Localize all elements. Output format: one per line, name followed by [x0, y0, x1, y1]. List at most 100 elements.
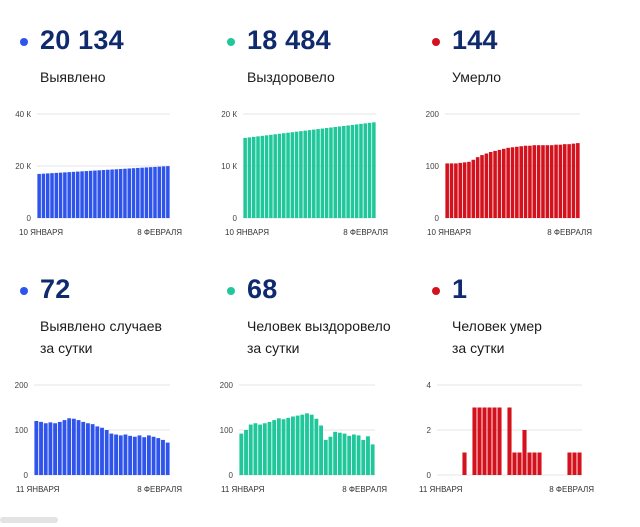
bar: [507, 407, 512, 475]
series-dot-icon: [432, 287, 440, 295]
metric-label-line2: за сутки: [40, 340, 93, 356]
bar: [475, 157, 480, 218]
y-tick-label: 200: [220, 381, 234, 390]
bar: [562, 144, 567, 218]
bar: [146, 435, 151, 475]
bar: [337, 432, 342, 475]
bar: [299, 131, 303, 218]
y-tick-label: 100: [220, 426, 234, 435]
y-tick-label: 40 К: [15, 110, 31, 119]
y-tick-label: 200: [426, 110, 440, 119]
chart-recovered-total: 0 10 К 20 К 10 ЯНВАРЯ 8 ФЕВРАЛЯ: [221, 110, 388, 237]
bar: [101, 170, 106, 218]
bar: [123, 168, 127, 218]
bar: [140, 167, 144, 218]
bar: [576, 143, 580, 218]
bar: [351, 434, 356, 475]
bar: [342, 125, 346, 218]
chart-recovered-daily: 0 100 200 11 ЯНВАРЯ 8 ФЕВРАЛЯ: [220, 381, 388, 494]
bar: [370, 444, 375, 475]
bar: [471, 159, 476, 218]
bar: [127, 168, 132, 218]
panel-recovered-daily: 68 Человек выздоровело за сутки: [227, 274, 427, 527]
bar: [458, 162, 463, 218]
bar: [53, 423, 58, 475]
bar: [161, 166, 166, 218]
bar: [62, 420, 67, 475]
bar: [303, 130, 307, 218]
bar: [554, 144, 558, 218]
y-tick-label: 0: [427, 471, 432, 480]
horizontal-scrollbar[interactable]: [0, 517, 58, 523]
bar: [567, 452, 572, 475]
bar: [144, 167, 149, 218]
panel-detected-daily: 72 Выявлено случаев за сутки: [20, 274, 220, 527]
bar: [312, 129, 316, 218]
x-axis-start-label: 11 ЯНВАРЯ: [16, 485, 60, 494]
bar: [462, 162, 467, 218]
bar: [372, 122, 376, 218]
bar: [347, 435, 352, 475]
bar: [356, 435, 361, 475]
bar: [333, 127, 338, 218]
bar: [97, 170, 101, 218]
panel-deaths-daily: 1 Человек умер за сутки: [432, 274, 632, 527]
bar: [497, 407, 502, 475]
bar: [243, 137, 247, 218]
metric-label: Выявлено случаев: [40, 318, 162, 334]
bar: [67, 172, 71, 218]
bar: [37, 173, 41, 218]
y-tick-label: 20 К: [221, 110, 237, 119]
bar: [253, 423, 258, 475]
bar: [81, 421, 86, 475]
bar: [277, 133, 282, 218]
bar: [295, 415, 300, 475]
bar: [151, 436, 156, 475]
bar: [487, 407, 492, 475]
series-dot-icon: [20, 38, 28, 46]
bar: [41, 173, 46, 218]
bar: [488, 151, 493, 218]
bar: [153, 166, 157, 218]
bar: [281, 133, 286, 218]
bar: [333, 431, 338, 475]
metric-value: 144: [452, 25, 498, 55]
bar: [537, 452, 542, 475]
y-tick-label: 0: [27, 214, 32, 223]
bar: [90, 424, 95, 475]
bar: [247, 137, 252, 218]
bar: [286, 132, 290, 218]
bar: [532, 452, 537, 475]
bar: [50, 173, 54, 218]
bar: [497, 149, 502, 218]
bar: [305, 413, 309, 475]
bar: [346, 125, 350, 218]
bar: [482, 407, 487, 475]
bar: [337, 126, 342, 218]
bar: [251, 136, 256, 218]
bar: [367, 122, 372, 218]
chart-deaths-total: 0 100 200 10 ЯНВАРЯ 8 ФЕВРАЛЯ: [426, 110, 593, 237]
bar: [523, 145, 528, 218]
bar: [342, 433, 347, 475]
bar: [48, 422, 53, 475]
bar: [558, 144, 563, 218]
bar: [512, 452, 517, 475]
bar: [264, 135, 269, 218]
bar: [363, 123, 368, 218]
bar: [45, 173, 50, 218]
bar: [128, 435, 133, 475]
bar: [329, 127, 333, 218]
bar: [350, 124, 355, 218]
bar: [131, 168, 136, 218]
bar: [484, 153, 489, 218]
bar: [316, 129, 320, 218]
bar: [276, 418, 281, 475]
bar: [63, 172, 67, 218]
y-tick-label: 100: [15, 426, 29, 435]
bar: [300, 414, 305, 475]
bar: [43, 423, 48, 475]
bar: [93, 170, 97, 218]
bar: [75, 171, 80, 218]
bar: [118, 435, 123, 475]
